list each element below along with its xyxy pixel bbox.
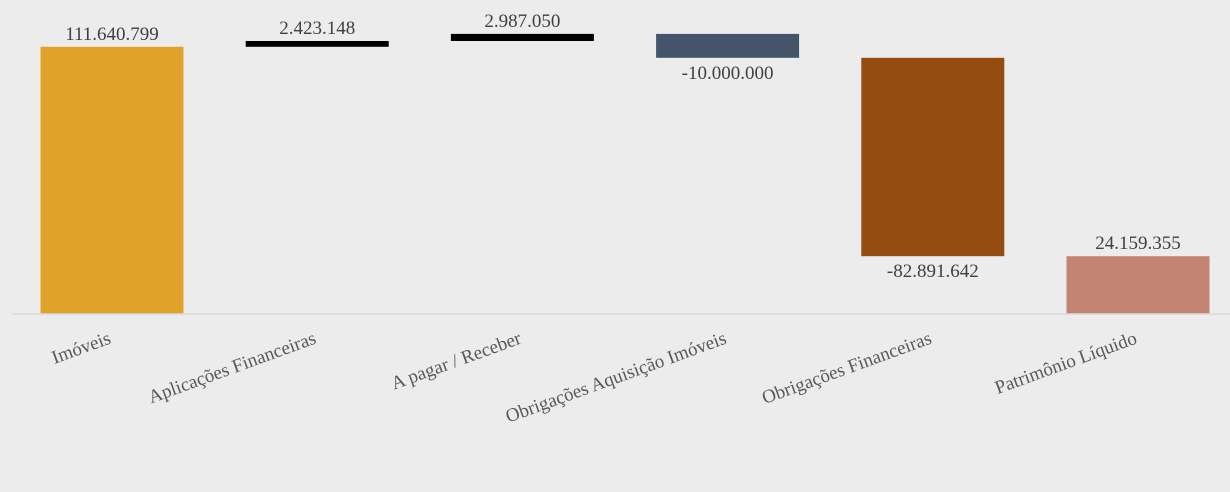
category-label-a-pagar-receber: A pagar / Receber bbox=[389, 328, 525, 395]
category-labels-layer: Imóveis Aplicações Financeiras A pagar / R… bbox=[49, 328, 1140, 428]
bar-obrigacoes-aquisicao-imoveis bbox=[656, 33, 800, 58]
category-label-obrigacoes-aquisicao-imoveis: Obrigações Aquisição Imóveis bbox=[503, 328, 729, 428]
value-label-obrigacoes-financeiras: -82.891.642 bbox=[887, 261, 979, 282]
value-label-obrigacoes-aquisicao-imoveis: -10.000.000 bbox=[682, 63, 774, 84]
value-labels-layer: 111.640.799 2.423.148 2.987.050 -10.000.000… bbox=[65, 11, 1181, 282]
bar-aplicacoes-financeiras bbox=[245, 41, 389, 47]
category-label-obrigacoes-financeiras: Obrigações Financeiras bbox=[759, 328, 934, 409]
value-label-a-pagar-receber: 2.987.050 bbox=[484, 11, 560, 32]
bars-layer bbox=[40, 33, 1210, 315]
category-label-imoveis: Imóveis bbox=[49, 328, 114, 369]
bar-obrigacoes-financeiras bbox=[861, 57, 1005, 257]
category-label-patrimonio-liquido: Patrimônio Líquido bbox=[992, 328, 1140, 399]
bar-a-pagar-receber bbox=[450, 33, 594, 41]
category-label-aplicacoes-financeiras: Aplicações Financeiras bbox=[146, 328, 319, 408]
bar-imoveis bbox=[40, 46, 184, 315]
value-label-patrimonio-liquido: 24.159.355 bbox=[1095, 233, 1181, 254]
value-label-aplicacoes-financeiras: 2.423.148 bbox=[279, 18, 355, 39]
value-label-imoveis: 111.640.799 bbox=[65, 24, 159, 45]
bar-patrimonio-liquido bbox=[1066, 256, 1210, 314]
